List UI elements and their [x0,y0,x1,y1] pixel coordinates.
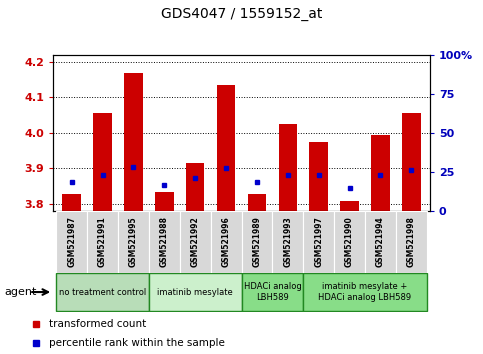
Bar [365,211,396,273]
Bar [149,211,180,273]
Text: GSM521996: GSM521996 [222,216,230,267]
Bar [303,211,334,273]
Bar [334,211,365,273]
Bar [180,211,211,273]
Bar [56,211,87,273]
Bar [279,124,297,211]
Text: GSM521991: GSM521991 [98,216,107,267]
Text: no treatment control: no treatment control [59,287,146,297]
Bar [62,194,81,211]
Bar [217,85,235,211]
Bar [118,211,149,273]
Text: agent: agent [5,287,37,297]
Bar [272,211,303,273]
Text: GSM521988: GSM521988 [160,216,169,267]
Bar [149,273,242,311]
Text: GSM521998: GSM521998 [407,216,416,267]
Text: GSM521989: GSM521989 [253,216,261,267]
Text: transformed count: transformed count [48,319,146,329]
Text: GSM521990: GSM521990 [345,216,354,267]
Text: HDACi analog
LBH589: HDACi analog LBH589 [243,282,301,302]
Text: GSM521994: GSM521994 [376,216,385,267]
Text: imatinib mesylate +
HDACi analog LBH589: imatinib mesylate + HDACi analog LBH589 [318,282,412,302]
Bar [396,211,427,273]
Bar [155,192,173,211]
Bar [303,273,427,311]
Text: GSM521993: GSM521993 [284,216,292,267]
Bar [186,163,204,211]
Bar [248,194,266,211]
Text: GSM521995: GSM521995 [129,216,138,267]
Bar [242,273,303,311]
Bar [56,273,149,311]
Bar [242,211,272,273]
Bar [211,211,242,273]
Bar [124,73,142,211]
Text: percentile rank within the sample: percentile rank within the sample [48,338,225,348]
Bar [310,142,328,211]
Text: GSM521992: GSM521992 [191,216,199,267]
Bar [341,201,359,211]
Text: imatinib mesylate: imatinib mesylate [157,287,233,297]
Bar [93,113,112,211]
Bar [87,211,118,273]
Text: GSM521987: GSM521987 [67,216,76,267]
Text: GSM521997: GSM521997 [314,216,323,267]
Text: GDS4047 / 1559152_at: GDS4047 / 1559152_at [161,7,322,21]
Bar [371,135,390,211]
Bar [402,113,421,211]
